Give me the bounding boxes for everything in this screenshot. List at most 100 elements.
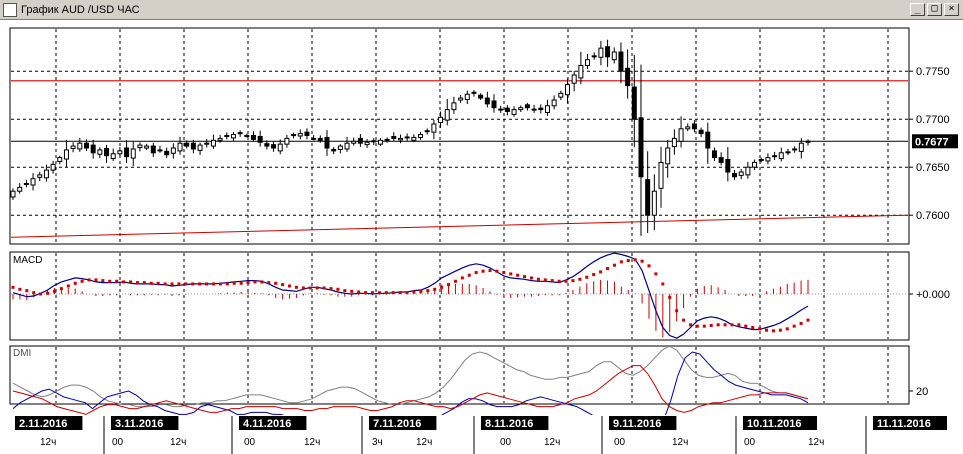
- candle-body-up: [464, 93, 470, 101]
- macd-signal-dot: [536, 277, 540, 281]
- candle: [23, 179, 29, 188]
- candle-body-up: [424, 130, 430, 133]
- candle: [104, 144, 110, 163]
- hour-label: 12ч: [672, 437, 688, 448]
- date-label: 10.11.2016: [747, 418, 801, 430]
- candle-body-down: [271, 144, 277, 149]
- macd-signal-dot: [218, 282, 222, 286]
- minimize-button[interactable]: _: [910, 3, 925, 16]
- candle-body-up: [745, 166, 751, 176]
- candle: [317, 135, 323, 143]
- candle: [37, 171, 43, 182]
- candle-body-up: [651, 190, 657, 216]
- candle: [297, 129, 303, 140]
- candle: [124, 140, 130, 164]
- candle: [711, 147, 717, 161]
- date-label: 7.11.2016: [373, 418, 421, 430]
- chart-area[interactable]: 0.7750 0.7700 0.7650 0.7600 0.7677 MACD +0.000…: [0, 20, 963, 454]
- macd-signal-dot: [523, 275, 527, 279]
- macd-signal-dot: [585, 275, 589, 279]
- candle-body-down: [618, 51, 624, 72]
- candle: [83, 139, 89, 151]
- macd-signal-dot: [716, 323, 720, 327]
- candle-body-up: [518, 107, 524, 111]
- macd-signal-dot: [350, 289, 354, 293]
- candle-body-up: [297, 133, 303, 137]
- candle: [411, 134, 417, 143]
- candle-body-up: [110, 153, 116, 160]
- macd-signal-dot: [785, 327, 789, 331]
- candle: [478, 93, 484, 100]
- candle: [30, 173, 36, 191]
- macd-signal-dot: [384, 291, 388, 295]
- macd-signal-dot: [59, 287, 63, 291]
- candle: [184, 140, 190, 149]
- candle-body-down: [264, 143, 270, 147]
- candle-body-down: [711, 150, 717, 159]
- candle-body-up: [351, 140, 357, 144]
- candle-body-up: [291, 134, 297, 137]
- dmi-tick-label: 20: [916, 386, 928, 398]
- candle: [471, 90, 477, 97]
- close-button[interactable]: ×: [944, 3, 959, 16]
- macd-signal-dot: [18, 287, 22, 291]
- macd-signal-dot: [578, 277, 582, 281]
- candle-body-down: [718, 157, 724, 163]
- maximize-button[interactable]: □: [927, 3, 942, 16]
- candle-body-up: [43, 169, 49, 179]
- candle-body-up: [578, 64, 584, 79]
- candle-body-up: [458, 97, 464, 101]
- candle: [705, 122, 711, 164]
- chart-svg[interactable]: 0.7750 0.7700 0.7650 0.7600 0.7677 MACD +0.000…: [0, 20, 963, 454]
- hour-label: 12ч: [416, 437, 432, 448]
- candle: [498, 105, 504, 113]
- macd-signal-dot: [80, 279, 84, 283]
- candle-body-up: [611, 51, 617, 61]
- macd-signal-dot: [488, 269, 492, 273]
- candle-body-down: [645, 179, 651, 216]
- candle-body-up: [772, 155, 778, 158]
- candle-body-down: [190, 142, 196, 150]
- candle-body-down: [104, 147, 110, 157]
- candle-body-up: [244, 135, 250, 138]
- candle-body-up: [598, 47, 604, 58]
- candle: [190, 139, 196, 154]
- candle: [544, 99, 550, 116]
- macd-signal-dot: [799, 321, 803, 325]
- y-tick-label: 0.7650: [916, 162, 950, 174]
- candle: [43, 164, 49, 182]
- date-label-box: [481, 416, 549, 430]
- candle: [357, 134, 363, 147]
- candle: [798, 138, 804, 159]
- macd-signal-dot: [329, 287, 333, 291]
- candle-body-down: [478, 94, 484, 99]
- candle: [625, 49, 631, 99]
- candle-body-up: [798, 142, 804, 152]
- dmi-title: DMI: [13, 348, 31, 359]
- candle-body-down: [524, 104, 530, 109]
- candle: [591, 52, 597, 60]
- candle: [531, 104, 537, 113]
- candle: [738, 168, 744, 180]
- candle: [90, 139, 96, 159]
- macd-signal-dot: [322, 286, 326, 290]
- candle-body-up: [217, 137, 223, 141]
- candle-body-up: [397, 137, 403, 141]
- hour-label: 00: [244, 437, 256, 448]
- macd-signal-dot: [516, 273, 520, 277]
- date-label: 3.11.2016: [115, 418, 163, 430]
- macd-signal-dot: [364, 291, 368, 295]
- candle: [698, 127, 704, 137]
- candle: [511, 106, 517, 117]
- candle-body-up: [444, 109, 450, 121]
- macd-signal-dot: [260, 280, 264, 284]
- candle-body-down: [792, 148, 798, 151]
- candle-body-up: [144, 145, 150, 149]
- candle-body-up: [671, 137, 677, 148]
- candle: [651, 174, 657, 231]
- candle-body-down: [224, 135, 230, 138]
- macd-signal-dot: [301, 286, 305, 290]
- candle: [17, 183, 23, 194]
- macd-signal-dot: [370, 291, 374, 295]
- macd-signal-dot: [115, 279, 119, 283]
